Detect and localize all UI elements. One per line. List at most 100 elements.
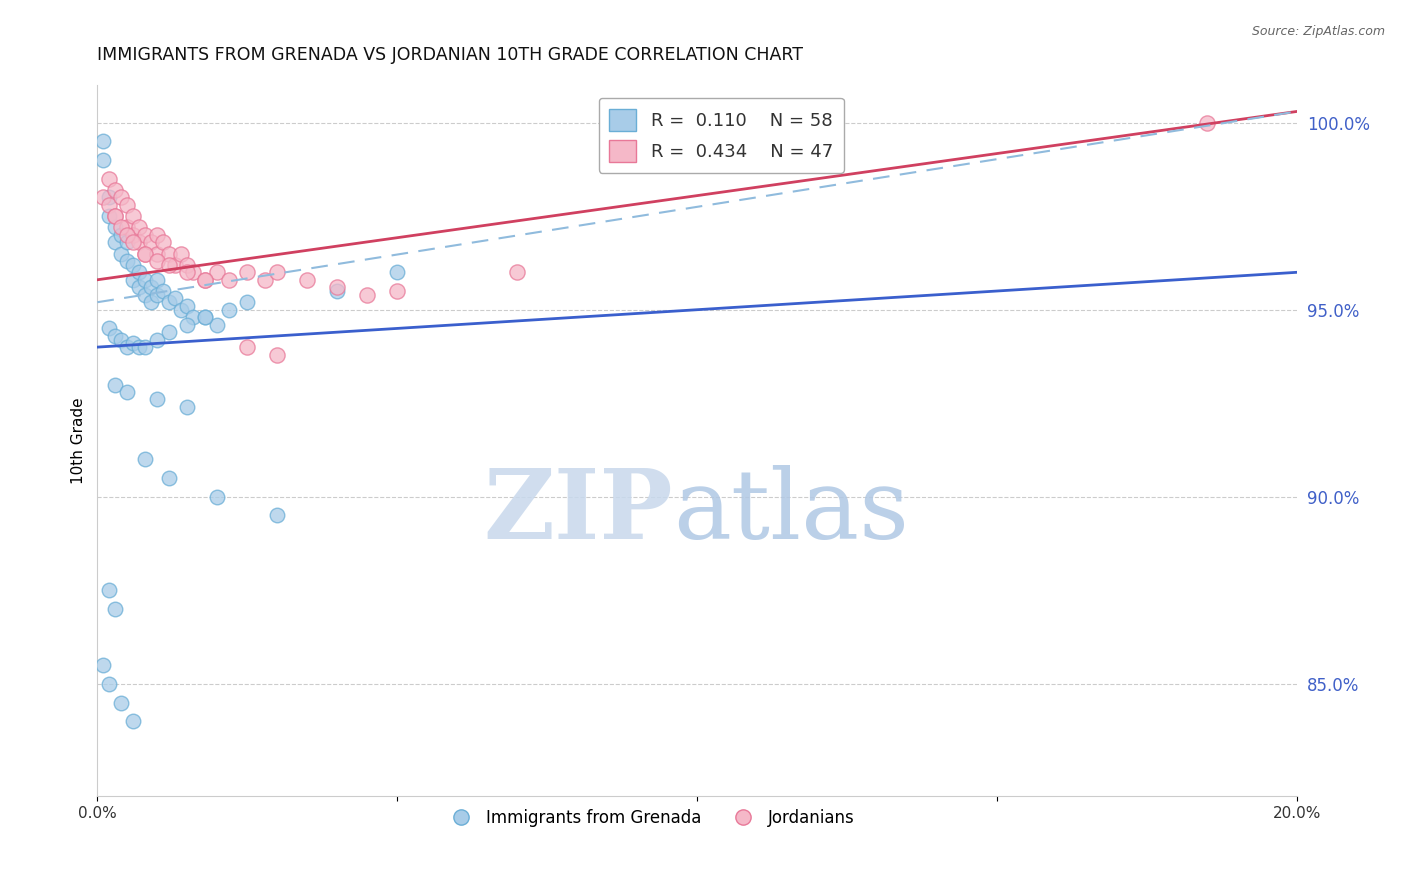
Point [141,295,163,310]
Point [117,227,139,242]
Point [98,583,121,598]
Point [207,490,229,504]
Point [104,602,127,616]
Point [104,235,127,250]
Point [218,273,240,287]
Point [326,284,349,298]
Point [110,220,132,235]
Point [506,265,529,279]
Point [1197,115,1219,129]
Point [128,280,150,294]
Point [183,310,205,325]
Point [117,340,139,354]
Point [134,227,156,242]
Point [104,209,127,223]
Text: atlas: atlas [673,465,910,558]
Point [98,171,121,186]
Point [98,198,121,212]
Point [194,310,217,325]
Point [110,246,132,260]
Point [93,658,115,673]
Point [110,333,132,347]
Point [236,265,259,279]
Point [326,280,349,294]
Point [104,377,127,392]
Point [236,340,259,354]
Point [176,318,198,332]
Point [93,190,115,204]
Point [134,340,156,354]
Point [134,246,156,260]
Point [183,265,205,279]
Point [134,273,156,287]
Point [170,246,193,260]
Point [146,246,169,260]
Point [176,265,198,279]
Point [157,246,180,260]
Point [122,258,145,272]
Point [134,246,156,260]
Point [128,220,150,235]
Point [170,302,193,317]
Point [218,302,240,317]
Point [176,258,198,272]
Point [152,235,174,250]
Point [157,258,180,272]
Point [157,325,180,339]
Point [176,400,198,414]
Point [146,333,169,347]
Point [194,273,217,287]
Point [176,299,198,313]
Point [122,714,145,729]
Point [110,190,132,204]
Point [117,254,139,268]
Point [104,209,127,223]
Point [98,321,121,335]
Point [157,295,180,310]
Point [104,220,127,235]
Point [146,392,169,407]
Point [194,310,217,325]
Point [194,273,217,287]
Legend: Immigrants from Grenada, Jordanians: Immigrants from Grenada, Jordanians [437,803,860,834]
Point [254,273,277,287]
Point [128,265,150,279]
Point [146,254,169,268]
Point [98,209,121,223]
Text: IMMIGRANTS FROM GRENADA VS JORDANIAN 10TH GRADE CORRELATION CHART: IMMIGRANTS FROM GRENADA VS JORDANIAN 10T… [97,46,803,64]
Point [117,235,139,250]
Point [387,265,409,279]
Point [236,295,259,310]
Point [122,209,145,223]
Point [146,273,169,287]
Point [110,696,132,710]
Point [117,220,139,235]
Point [157,471,180,485]
Point [207,318,229,332]
Point [98,677,121,691]
Y-axis label: 10th Grade: 10th Grade [72,397,86,484]
Point [117,384,139,399]
Point [128,340,150,354]
Point [122,273,145,287]
Point [387,284,409,298]
Point [110,227,132,242]
Text: ZIP: ZIP [484,465,673,558]
Point [165,292,187,306]
Text: Source: ZipAtlas.com: Source: ZipAtlas.com [1251,25,1385,38]
Point [266,348,288,362]
Point [165,258,187,272]
Point [266,508,288,523]
Point [117,198,139,212]
Point [128,235,150,250]
Point [152,284,174,298]
Point [104,329,127,343]
Point [297,273,319,287]
Point [146,227,169,242]
Point [146,287,169,301]
Point [356,287,378,301]
Point [141,280,163,294]
Point [98,190,121,204]
Point [122,235,145,250]
Point [134,452,156,467]
